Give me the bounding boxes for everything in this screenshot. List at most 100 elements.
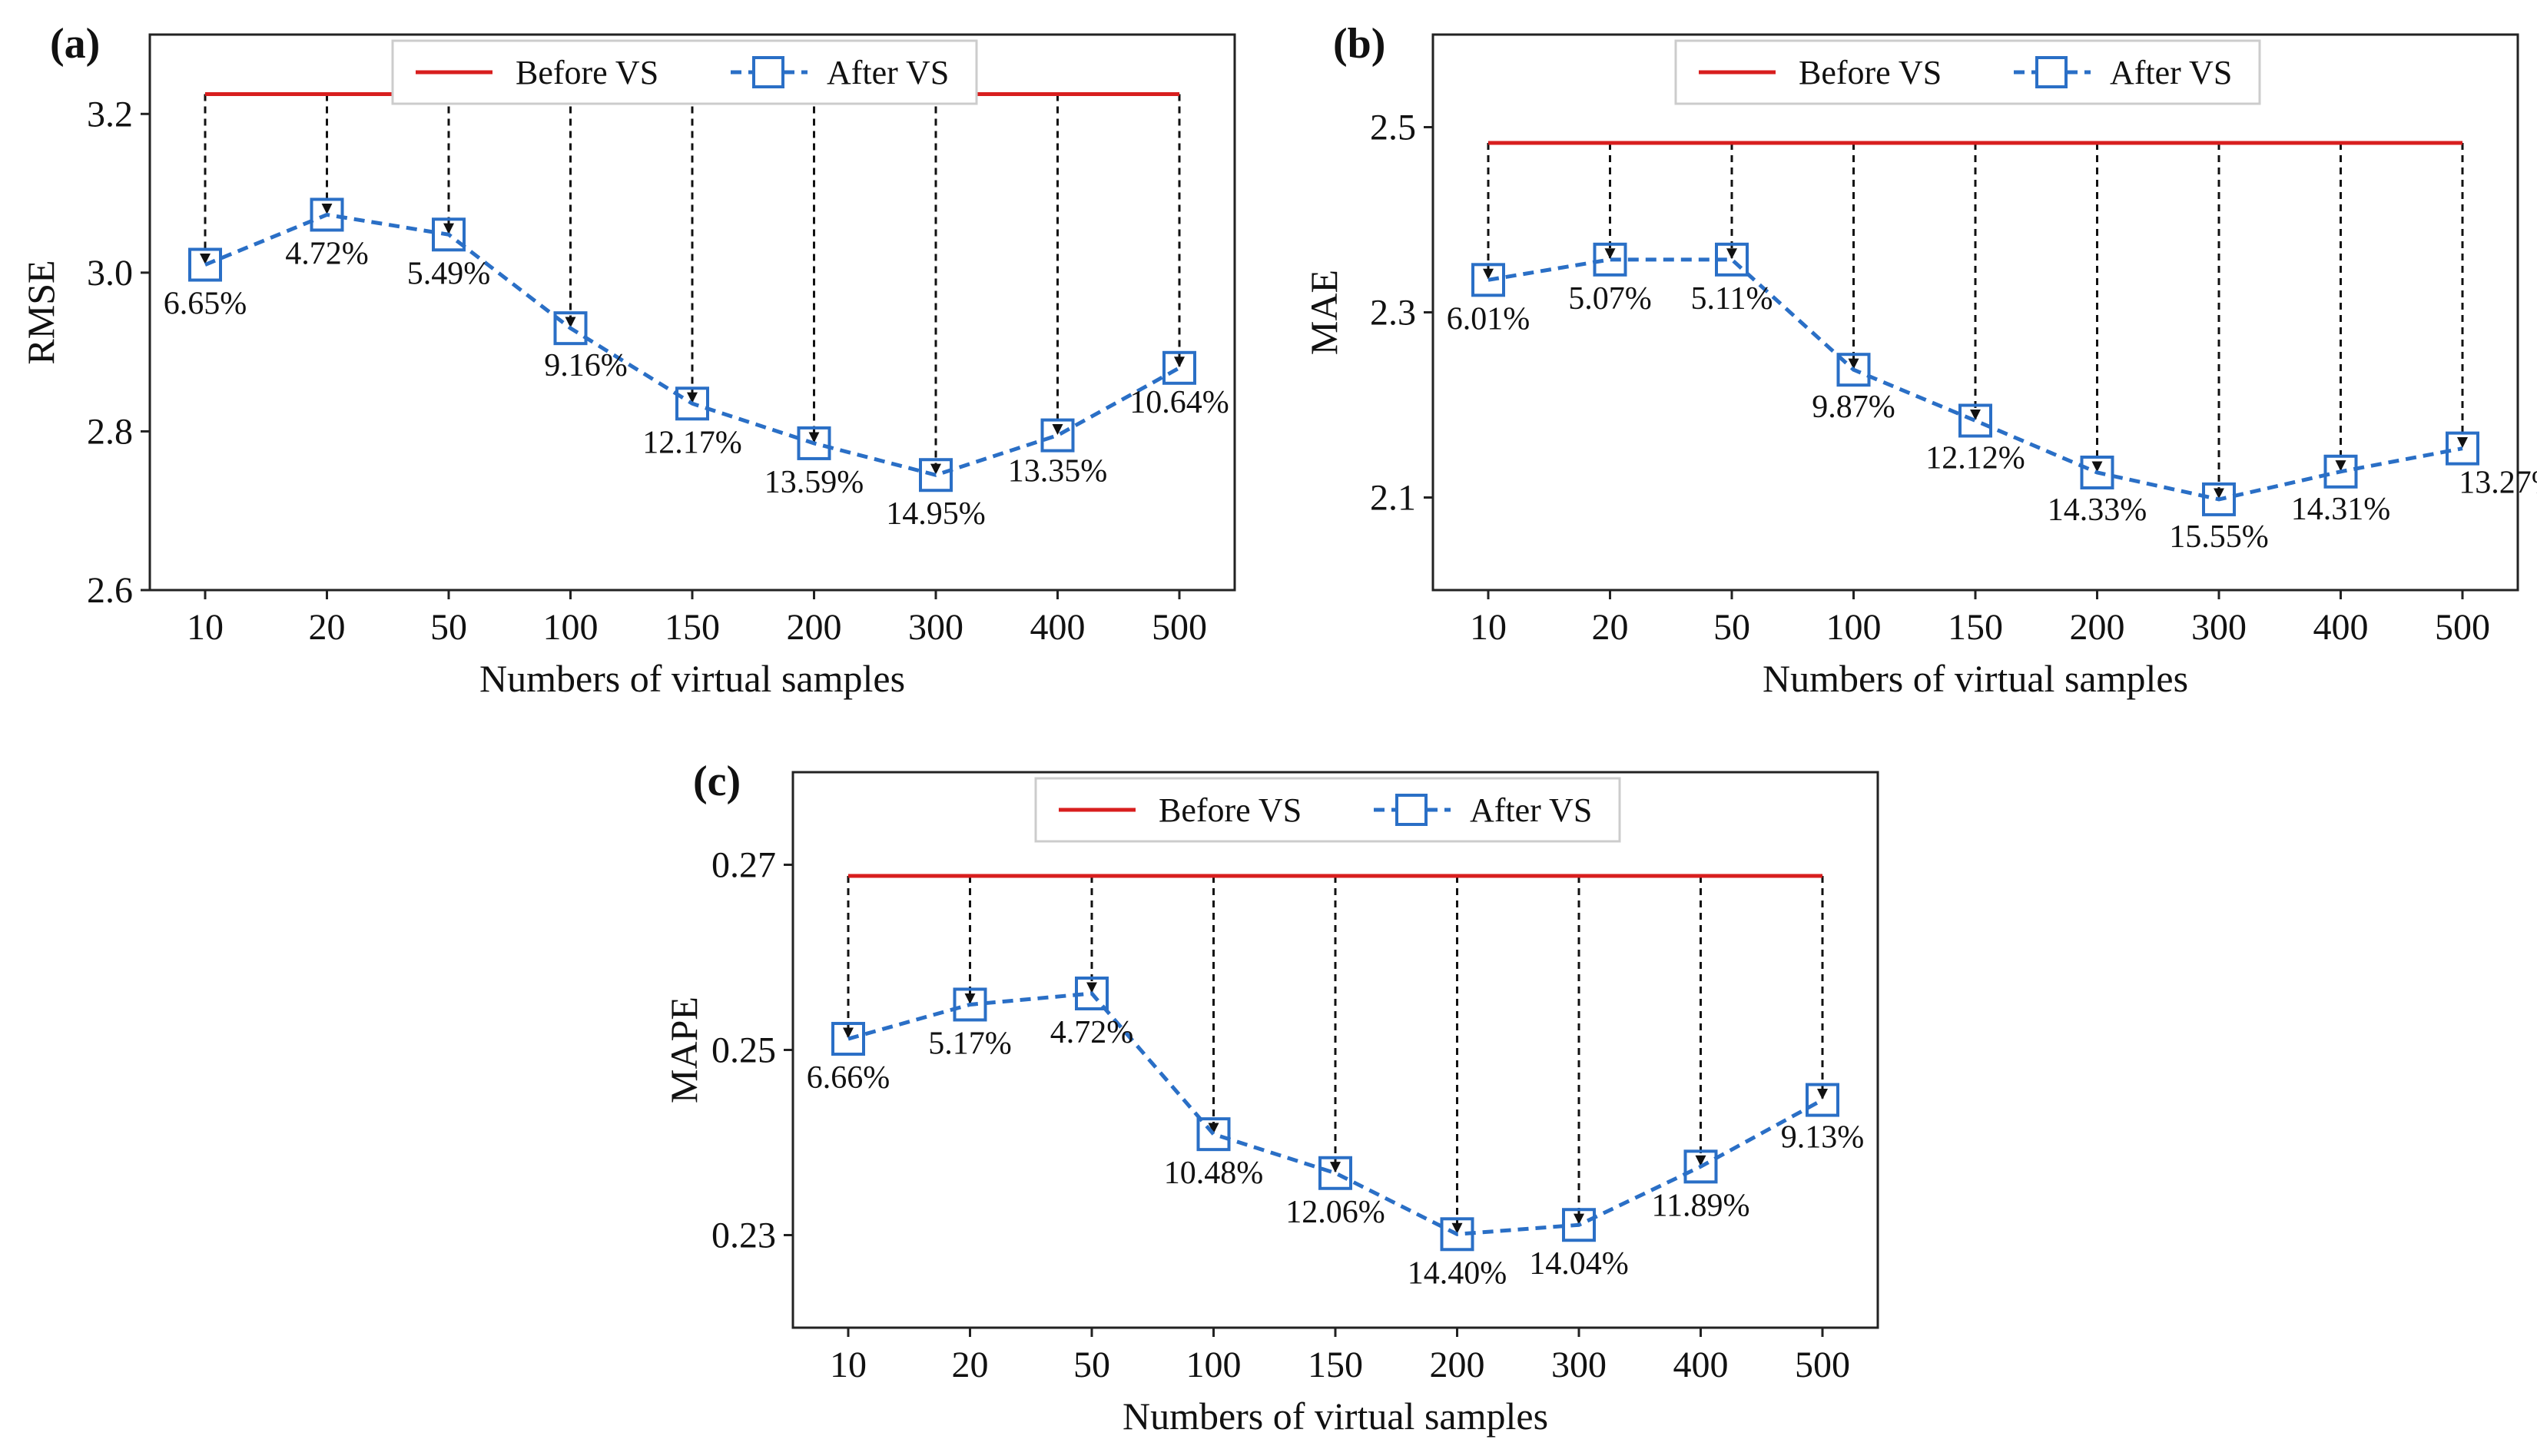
reduction-label: 5.07% <box>1568 281 1652 317</box>
after-vs-marker <box>1318 1156 1352 1190</box>
panel-label: (b) <box>1333 20 1385 68</box>
chart-panel-c: 0.23 0.25 0.27 10 20 50 100 150 200 300 400 500 Numb… <box>662 758 1879 1438</box>
after-vs-line <box>847 991 1824 1236</box>
reduction-label: 5.11% <box>1691 281 1773 317</box>
chart-panel-b: 2.1 2.3 2.5 10 20 50 100 150 200 300 400 500 Numbers… <box>1302 20 2537 700</box>
reduction-label: 12.17% <box>642 425 742 460</box>
reduction-label: 14.31% <box>2291 492 2391 527</box>
after-vs-marker <box>1958 403 1992 438</box>
reduction-label: 12.06% <box>1285 1195 1385 1230</box>
after-vs-marker <box>1075 976 1109 1010</box>
chart-panel-a: 2.6 2.8 3.0 3.2 10 20 50 100 150 200 300 400 500 Numb… <box>19 20 1236 700</box>
x-tick-label: 50 <box>430 607 467 648</box>
legend-after-label: After VS <box>827 54 949 91</box>
y-tick-label: 2.1 <box>1370 478 1416 519</box>
y-tick-label: 2.8 <box>87 411 133 452</box>
after-vs-marker <box>1593 242 1627 277</box>
after-vs-marker <box>432 217 466 252</box>
reduction-label: 14.33% <box>2048 493 2147 528</box>
after-vs-marker <box>953 987 987 1022</box>
after-vs-marker <box>2202 482 2236 516</box>
after-vs-marker <box>1471 263 1505 297</box>
reduction-label: 15.55% <box>2169 519 2269 555</box>
x-tick-label: 10 <box>830 1345 867 1385</box>
legend-after-marker <box>2035 56 2068 88</box>
x-tick-label: 20 <box>309 607 346 648</box>
y-tick-label: 0.25 <box>711 1030 776 1071</box>
after-vs-marker <box>1196 1117 1231 1152</box>
x-axis-title: Numbers of virtual samples <box>1123 1395 1548 1438</box>
after-vs-marker <box>553 311 588 346</box>
x-tick-label: 400 <box>2313 607 2369 648</box>
after-vs-marker <box>797 426 831 460</box>
x-tick-label: 150 <box>1948 607 2003 648</box>
y-axis-title: RMSE <box>19 260 62 364</box>
reduction-label: 9.13% <box>1781 1120 1865 1156</box>
x-axis-title: Numbers of virtual samples <box>1763 657 2188 700</box>
after-vs-marker <box>310 197 344 232</box>
reduction-label: 4.72% <box>285 236 369 271</box>
reduction-label: 10.48% <box>1164 1156 1264 1191</box>
reduction-label: 5.17% <box>928 1026 1012 1061</box>
x-tick-label: 400 <box>1673 1345 1729 1385</box>
legend-after-label: After VS <box>1470 791 1592 829</box>
x-tick-label: 200 <box>1430 1345 1485 1385</box>
reduction-label: 9.87% <box>1812 390 1895 425</box>
y-tick-label: 3.2 <box>87 94 133 134</box>
x-tick-label: 20 <box>1592 607 1629 648</box>
after-vs-marker <box>831 1022 865 1056</box>
after-vs-marker <box>2323 454 2358 489</box>
legend-before-label: Before VS <box>1799 54 1942 91</box>
y-tick-label: 2.6 <box>87 570 133 611</box>
after-vs-line <box>204 212 1181 477</box>
y-tick-label: 3.0 <box>87 253 133 294</box>
y-axis-title: MAPE <box>662 997 705 1103</box>
y-tick-label: 2.5 <box>1370 108 1416 148</box>
x-tick-label: 500 <box>2435 607 2490 648</box>
after-vs-marker <box>1562 1208 1596 1242</box>
reduction-label: 6.66% <box>807 1060 890 1096</box>
legend-after-marker <box>752 56 784 88</box>
plot-frame <box>148 33 1236 592</box>
reduction-label: 6.65% <box>164 287 247 322</box>
reduction-label: 11.89% <box>1652 1188 1750 1223</box>
x-tick-label: 10 <box>1470 607 1507 648</box>
after-vs-marker <box>2080 455 2114 489</box>
reduction-label: 12.12% <box>1925 440 2025 476</box>
x-tick-label: 100 <box>543 607 599 648</box>
y-tick-label: 0.27 <box>711 845 776 886</box>
x-tick-label: 400 <box>1030 607 1086 648</box>
x-tick-label: 10 <box>187 607 224 648</box>
legend-box <box>1674 39 2261 105</box>
after-vs-marker <box>919 458 953 493</box>
after-vs-marker <box>1806 1083 1839 1117</box>
after-vs-marker <box>188 247 222 282</box>
x-tick-label: 100 <box>1826 607 1882 648</box>
x-tick-label: 150 <box>665 607 720 648</box>
after-vs-marker <box>1162 350 1196 385</box>
y-tick-label: 0.23 <box>711 1216 776 1256</box>
x-tick-label: 150 <box>1308 1345 1363 1385</box>
y-axis-title: MAE <box>1302 270 1345 355</box>
x-tick-label: 50 <box>1713 607 1750 648</box>
x-tick-label: 300 <box>1551 1345 1607 1385</box>
legend-after-label: After VS <box>2110 54 2232 91</box>
y-tick-label: 2.3 <box>1370 293 1416 333</box>
reduction-label: 6.01% <box>1447 301 1530 337</box>
after-vs-marker <box>2446 431 2479 466</box>
reduction-label: 5.49% <box>407 256 491 291</box>
after-vs-marker <box>1040 418 1075 453</box>
reduction-label: 13.35% <box>1008 454 1108 489</box>
x-tick-label: 500 <box>1152 607 1207 648</box>
reduction-label: 14.04% <box>1529 1246 1629 1282</box>
after-vs-marker <box>675 386 709 421</box>
after-vs-line <box>1487 257 2463 502</box>
reduction-label: 13.27% <box>2459 466 2537 501</box>
x-tick-label: 500 <box>1795 1345 1850 1385</box>
reduction-label: 4.72% <box>1050 1015 1134 1050</box>
panel-label: (a) <box>50 20 100 68</box>
x-tick-label: 50 <box>1073 1345 1110 1385</box>
reduction-label: 14.40% <box>1408 1255 1507 1291</box>
x-tick-label: 300 <box>908 607 963 648</box>
